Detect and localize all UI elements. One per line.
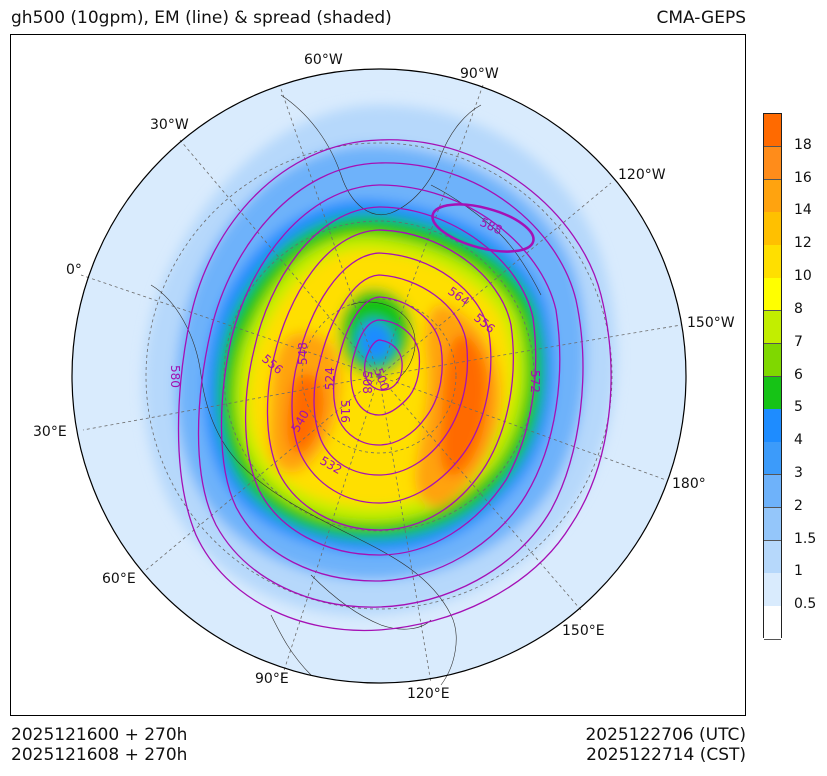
- lon-label-90e: 90°E: [255, 671, 289, 687]
- colorbar-segment: [764, 310, 781, 345]
- init-time-cst: 2025121608 + 270h: [11, 745, 188, 765]
- contour-label-548: 548: [296, 342, 310, 365]
- lon-label-30e: 30°E: [33, 424, 67, 440]
- contour-label-524: 524: [323, 367, 337, 390]
- colorbar-tick-label: 18: [794, 136, 812, 153]
- lon-label-120e: 120°E: [407, 686, 450, 702]
- coastlines: [150, 94, 542, 686]
- colorbar: [763, 113, 782, 640]
- contour-label-572: 572: [528, 370, 542, 393]
- map-panel: 588 564 556 548 524 500 556 580 540 508 …: [10, 34, 746, 716]
- init-time-utc: 2025121600 + 270h: [11, 725, 188, 745]
- colorbar-tick-label: 3: [794, 464, 803, 481]
- colorbar-tick-label: 10: [794, 268, 812, 285]
- colorbar-segment: [764, 474, 781, 509]
- colorbar-segment: [764, 146, 781, 181]
- contour-label-516: 516: [338, 400, 352, 423]
- colorbar-tick-label: 0.5: [794, 596, 817, 613]
- colorbar-tick-label: 4: [794, 432, 803, 449]
- colorbar-tick-label: 12: [794, 235, 812, 252]
- colorbar-segment: [764, 245, 781, 279]
- colorbar-segment: [764, 278, 781, 312]
- lon-label-60w: 60°W: [304, 52, 343, 68]
- colorbar-tick-label: 5: [794, 399, 803, 416]
- graticule: [80, 84, 682, 684]
- lon-label-60e: 60°E: [102, 571, 136, 587]
- contour-label-508: 508: [360, 371, 374, 394]
- map-boundary: [71, 68, 687, 684]
- colorbar-segment: [764, 540, 781, 574]
- colorbar-tick-label: 14: [794, 202, 812, 219]
- colorbar-tick-label: 1: [794, 563, 803, 580]
- lon-label-120w: 120°W: [618, 167, 666, 183]
- colorbar-segment: [764, 442, 781, 476]
- contour-label-580: 580: [168, 365, 182, 388]
- chart-title: gh500 (10gpm), EM (line) & spread (shade…: [11, 8, 392, 28]
- spread-band-16-east: [440, 334, 488, 476]
- colorbar-segment: [764, 507, 781, 542]
- colorbar-segment: [764, 606, 781, 640]
- colorbar-segment: [764, 376, 781, 410]
- colorbar-segment: [764, 179, 781, 213]
- colorbar-tick-label: 6: [794, 366, 803, 383]
- colorbar-segment: [764, 409, 781, 443]
- polar-map: 588 564 556 548 524 500 556 580 540 508 …: [33, 52, 735, 702]
- colorbar-segment: [764, 343, 781, 377]
- lon-label-180: 180°: [672, 476, 706, 492]
- colorbar-tick-label: 2: [794, 497, 803, 514]
- colorbar-tick-label: 8: [794, 300, 803, 317]
- colorbar-segment: [764, 573, 781, 607]
- model-name: CMA-GEPS: [656, 8, 746, 28]
- colorbar-tick-label: 7: [794, 333, 803, 350]
- colorbar-tick-label: 16: [794, 169, 812, 186]
- height-contours: [177, 139, 612, 632]
- valid-time-cst: 2025122714 (CST): [586, 745, 746, 765]
- lon-label-90w: 90°W: [460, 66, 499, 82]
- colorbar-segment: [764, 114, 781, 148]
- lon-label-150e: 150°E: [562, 623, 605, 639]
- colorbar-segment: [764, 212, 781, 246]
- lon-label-30w: 30°W: [150, 117, 189, 133]
- colorbar-tick-label: 1.5: [794, 530, 817, 547]
- longitude-labels: 60°W 90°W 30°W 120°W 0° 150°W 30°E 180° …: [33, 52, 735, 702]
- lon-label-150w: 150°W: [687, 315, 735, 331]
- lon-label-0: 0°: [66, 262, 82, 278]
- valid-time-utc: 2025122706 (UTC): [585, 725, 746, 745]
